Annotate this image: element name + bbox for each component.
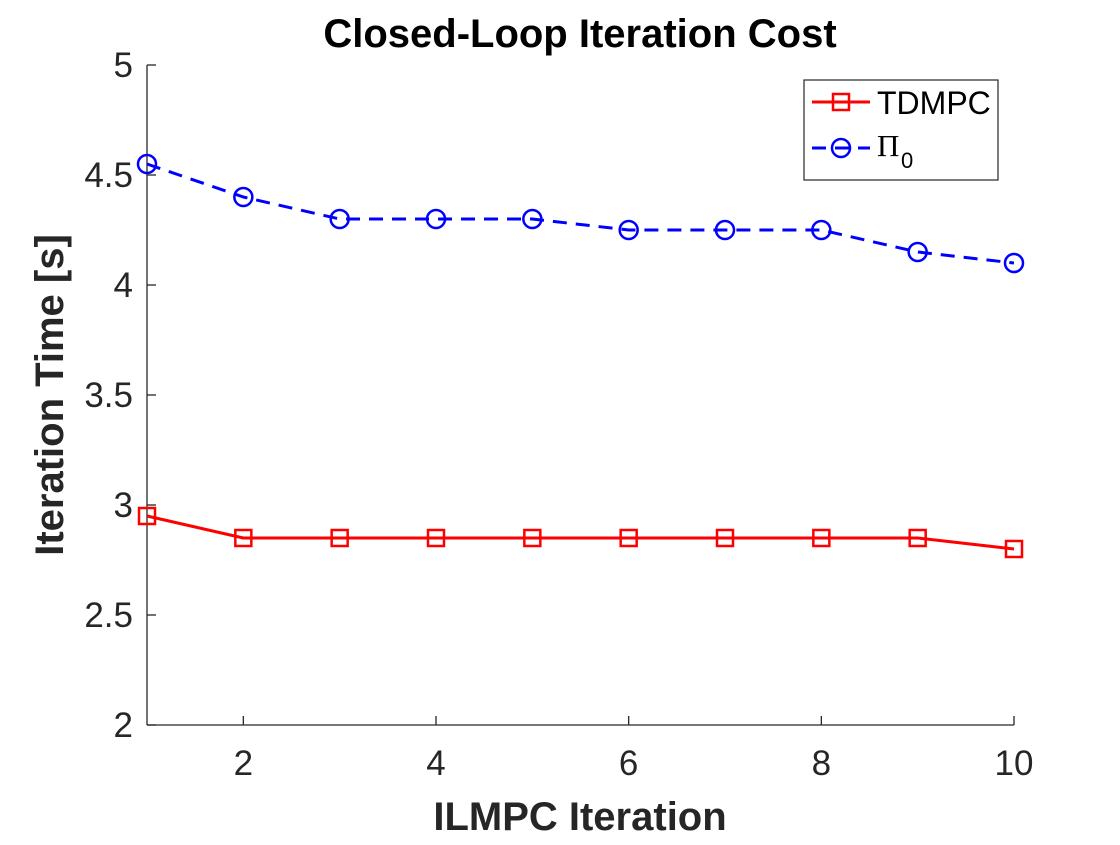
data-point-tdmpc <box>619 528 638 548</box>
y-tick-label: 4 <box>114 266 133 305</box>
chart-title: Closed-Loop Iteration Cost <box>323 12 836 56</box>
x-tick-label: 6 <box>619 744 638 783</box>
legend-box <box>803 79 999 181</box>
y-axis-label: Iteration Time [s] <box>28 234 72 556</box>
x-axis-label: ILMPC Iteration <box>433 795 726 839</box>
data-point-pi-0 <box>907 241 928 263</box>
x-tick-label: 8 <box>812 744 831 783</box>
legend-label-pi0-main: Π <box>877 128 899 163</box>
y-tick-label: 3 <box>114 486 133 525</box>
y-tick-label: 2 <box>114 706 133 745</box>
data-point-pi-0 <box>233 186 254 208</box>
data-point-tdmpc <box>812 528 831 548</box>
data-point-tdmpc <box>1004 539 1024 559</box>
y-tick-label: 2.5 <box>84 596 133 635</box>
data-point-pi-0 <box>714 219 736 241</box>
legend: TDMPC Π 0 <box>803 79 999 181</box>
data-point-pi-0 <box>811 219 832 241</box>
data-point-pi-0 <box>1003 252 1025 274</box>
y-tick-label: 3.5 <box>84 376 133 415</box>
y-tick-label: 4.5 <box>84 156 133 195</box>
data-point-tdmpc <box>715 528 735 548</box>
data-point-tdmpc <box>908 528 927 548</box>
plot-area: 2 2.5 3 3.5 4 4.5 5 2 4 6 8 10 <box>84 46 1033 783</box>
data-point-pi-0 <box>329 208 350 230</box>
legend-marker-tdmpc <box>831 92 851 112</box>
data-point-tdmpc <box>234 528 253 548</box>
data-point-pi-0 <box>136 153 158 175</box>
y-tick-label: 5 <box>114 46 133 85</box>
series-line-tdmpc <box>146 514 1015 551</box>
legend-label-pi0: Π <box>877 128 899 163</box>
legend-marker-pi0 <box>830 137 852 159</box>
x-tick-label: 10 <box>995 744 1034 783</box>
x-tick-label: 4 <box>426 744 445 783</box>
x-tick-label: 2 <box>234 744 253 783</box>
data-point-tdmpc <box>523 528 542 548</box>
data-point-pi-0 <box>425 208 447 230</box>
series-line-pi-0 <box>146 162 1015 265</box>
data-point-tdmpc <box>426 528 446 548</box>
legend-label-pi0-subscript: 0 <box>901 148 913 173</box>
data-point-tdmpc <box>330 528 349 548</box>
legend-label-tdmpc: TDMPC <box>877 85 991 121</box>
data-point-pi-0 <box>618 219 639 241</box>
data-point-pi-0 <box>522 208 543 230</box>
data-point-tdmpc <box>137 506 157 526</box>
